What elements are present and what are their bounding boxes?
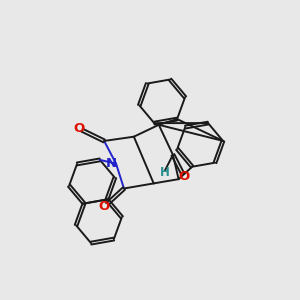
Text: O: O bbox=[98, 200, 110, 213]
Text: H: H bbox=[160, 166, 170, 179]
Text: O: O bbox=[73, 122, 84, 135]
Text: N: N bbox=[105, 157, 116, 170]
Text: O: O bbox=[178, 170, 190, 183]
